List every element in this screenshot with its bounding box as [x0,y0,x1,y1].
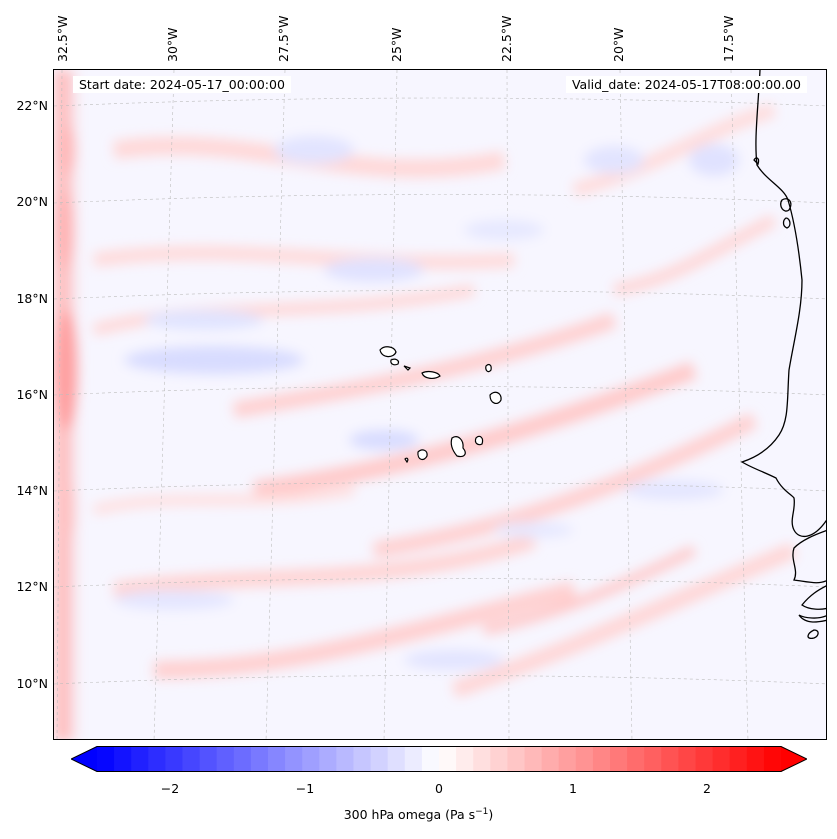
omega-shading [54,70,798,739]
colorbar-tick-2: 2 [703,781,711,796]
coastline [740,70,826,640]
colorbar-tick-0: 0 [435,781,443,796]
colorbar-bin [592,746,611,772]
lat-label-10n: 10°N [16,676,48,691]
lat-label-22n: 22°N [16,98,48,113]
omega-field-map [54,70,826,739]
colorbar-label: 300 hPa omega (Pa s−1) [0,807,837,822]
lon-label-27-5w: 27.5°W [276,15,291,62]
colorbar-bin [490,746,508,772]
colorbar-label-prefix: 300 hPa omega (Pa s [343,807,476,823]
colorbar-bin [507,746,526,772]
colorbar-bin [319,746,337,772]
colorbar-bin [746,746,765,772]
colorbar-bin [644,746,662,772]
colorbar-bin [729,746,748,772]
lon-label-32-5w: 32.5°W [55,15,70,62]
lat-label-12n: 12°N [16,579,48,594]
start-date-text: Start date: 2024-05-17_00:00:00 [73,76,291,93]
lon-label-17-5w: 17.5°W [721,15,736,62]
lat-label-16n: 16°N [16,387,48,402]
colorbar-bin [404,746,423,772]
colorbar-bin [353,746,372,772]
colorbar-bin [627,746,645,772]
colorbar-outline [71,746,807,772]
colorbar-bin [678,746,697,772]
colorbar-label-sup: −1 [475,807,489,817]
colorbar-bin [456,746,474,772]
colorbar-bin [216,746,235,772]
colorbar-bin [439,746,457,772]
colorbar-bin [370,746,389,772]
colorbar-bin [575,746,594,772]
lon-label-25w: 25°W [389,27,404,62]
colorbar-bin [182,746,201,772]
lat-label-14n: 14°N [16,483,48,498]
lon-label-30w: 30°W [165,27,180,62]
gridlines [54,70,826,739]
colorbar-bin [233,746,252,772]
colorbar-bin [165,746,184,772]
colorbar-bin [97,746,115,772]
colorbar-label-suffix: ) [488,807,494,823]
colorbar-bin [421,746,440,772]
valid-date-text: Valid_date: 2024-05-17T08:00:00.00 [565,76,807,93]
colorbar-bin [473,746,491,772]
colorbar-bin [302,746,320,772]
colorbar-bin [661,746,679,772]
lon-label-22-5w: 22.5°W [499,15,514,62]
colorbar-tick-1: 1 [569,781,577,796]
colorbar-bin [763,746,782,772]
lat-label-18n: 18°N [16,291,48,306]
colorbar-bin [610,746,628,772]
lon-label-20w: 20°W [611,27,626,62]
colorbar [71,746,807,772]
colorbar-bin [387,746,406,772]
colorbar-bin [250,746,269,772]
colorbar-bin [712,746,731,772]
colorbar-bin [695,746,714,772]
colorbar-bin [199,746,218,772]
lat-label-20n: 20°N [16,194,48,209]
cape-verde-islands [379,346,502,464]
colorbar-bin [285,746,303,772]
colorbar-bin [541,746,560,772]
colorbar-bin [131,746,149,772]
colorbar-bin [558,746,577,772]
colorbar-extend-min [71,746,97,772]
colorbar-extend-max [781,746,807,772]
colorbar-tick-minus1: −1 [295,781,315,796]
colorbar-bin [524,746,543,772]
colorbar-bin [114,746,132,772]
colorbar-bin [148,746,166,772]
colorbar-bin [336,746,355,772]
map-panel[interactable] [53,69,827,740]
colorbar-bin [268,746,286,772]
colorbar-tick-minus2: −2 [160,781,180,796]
